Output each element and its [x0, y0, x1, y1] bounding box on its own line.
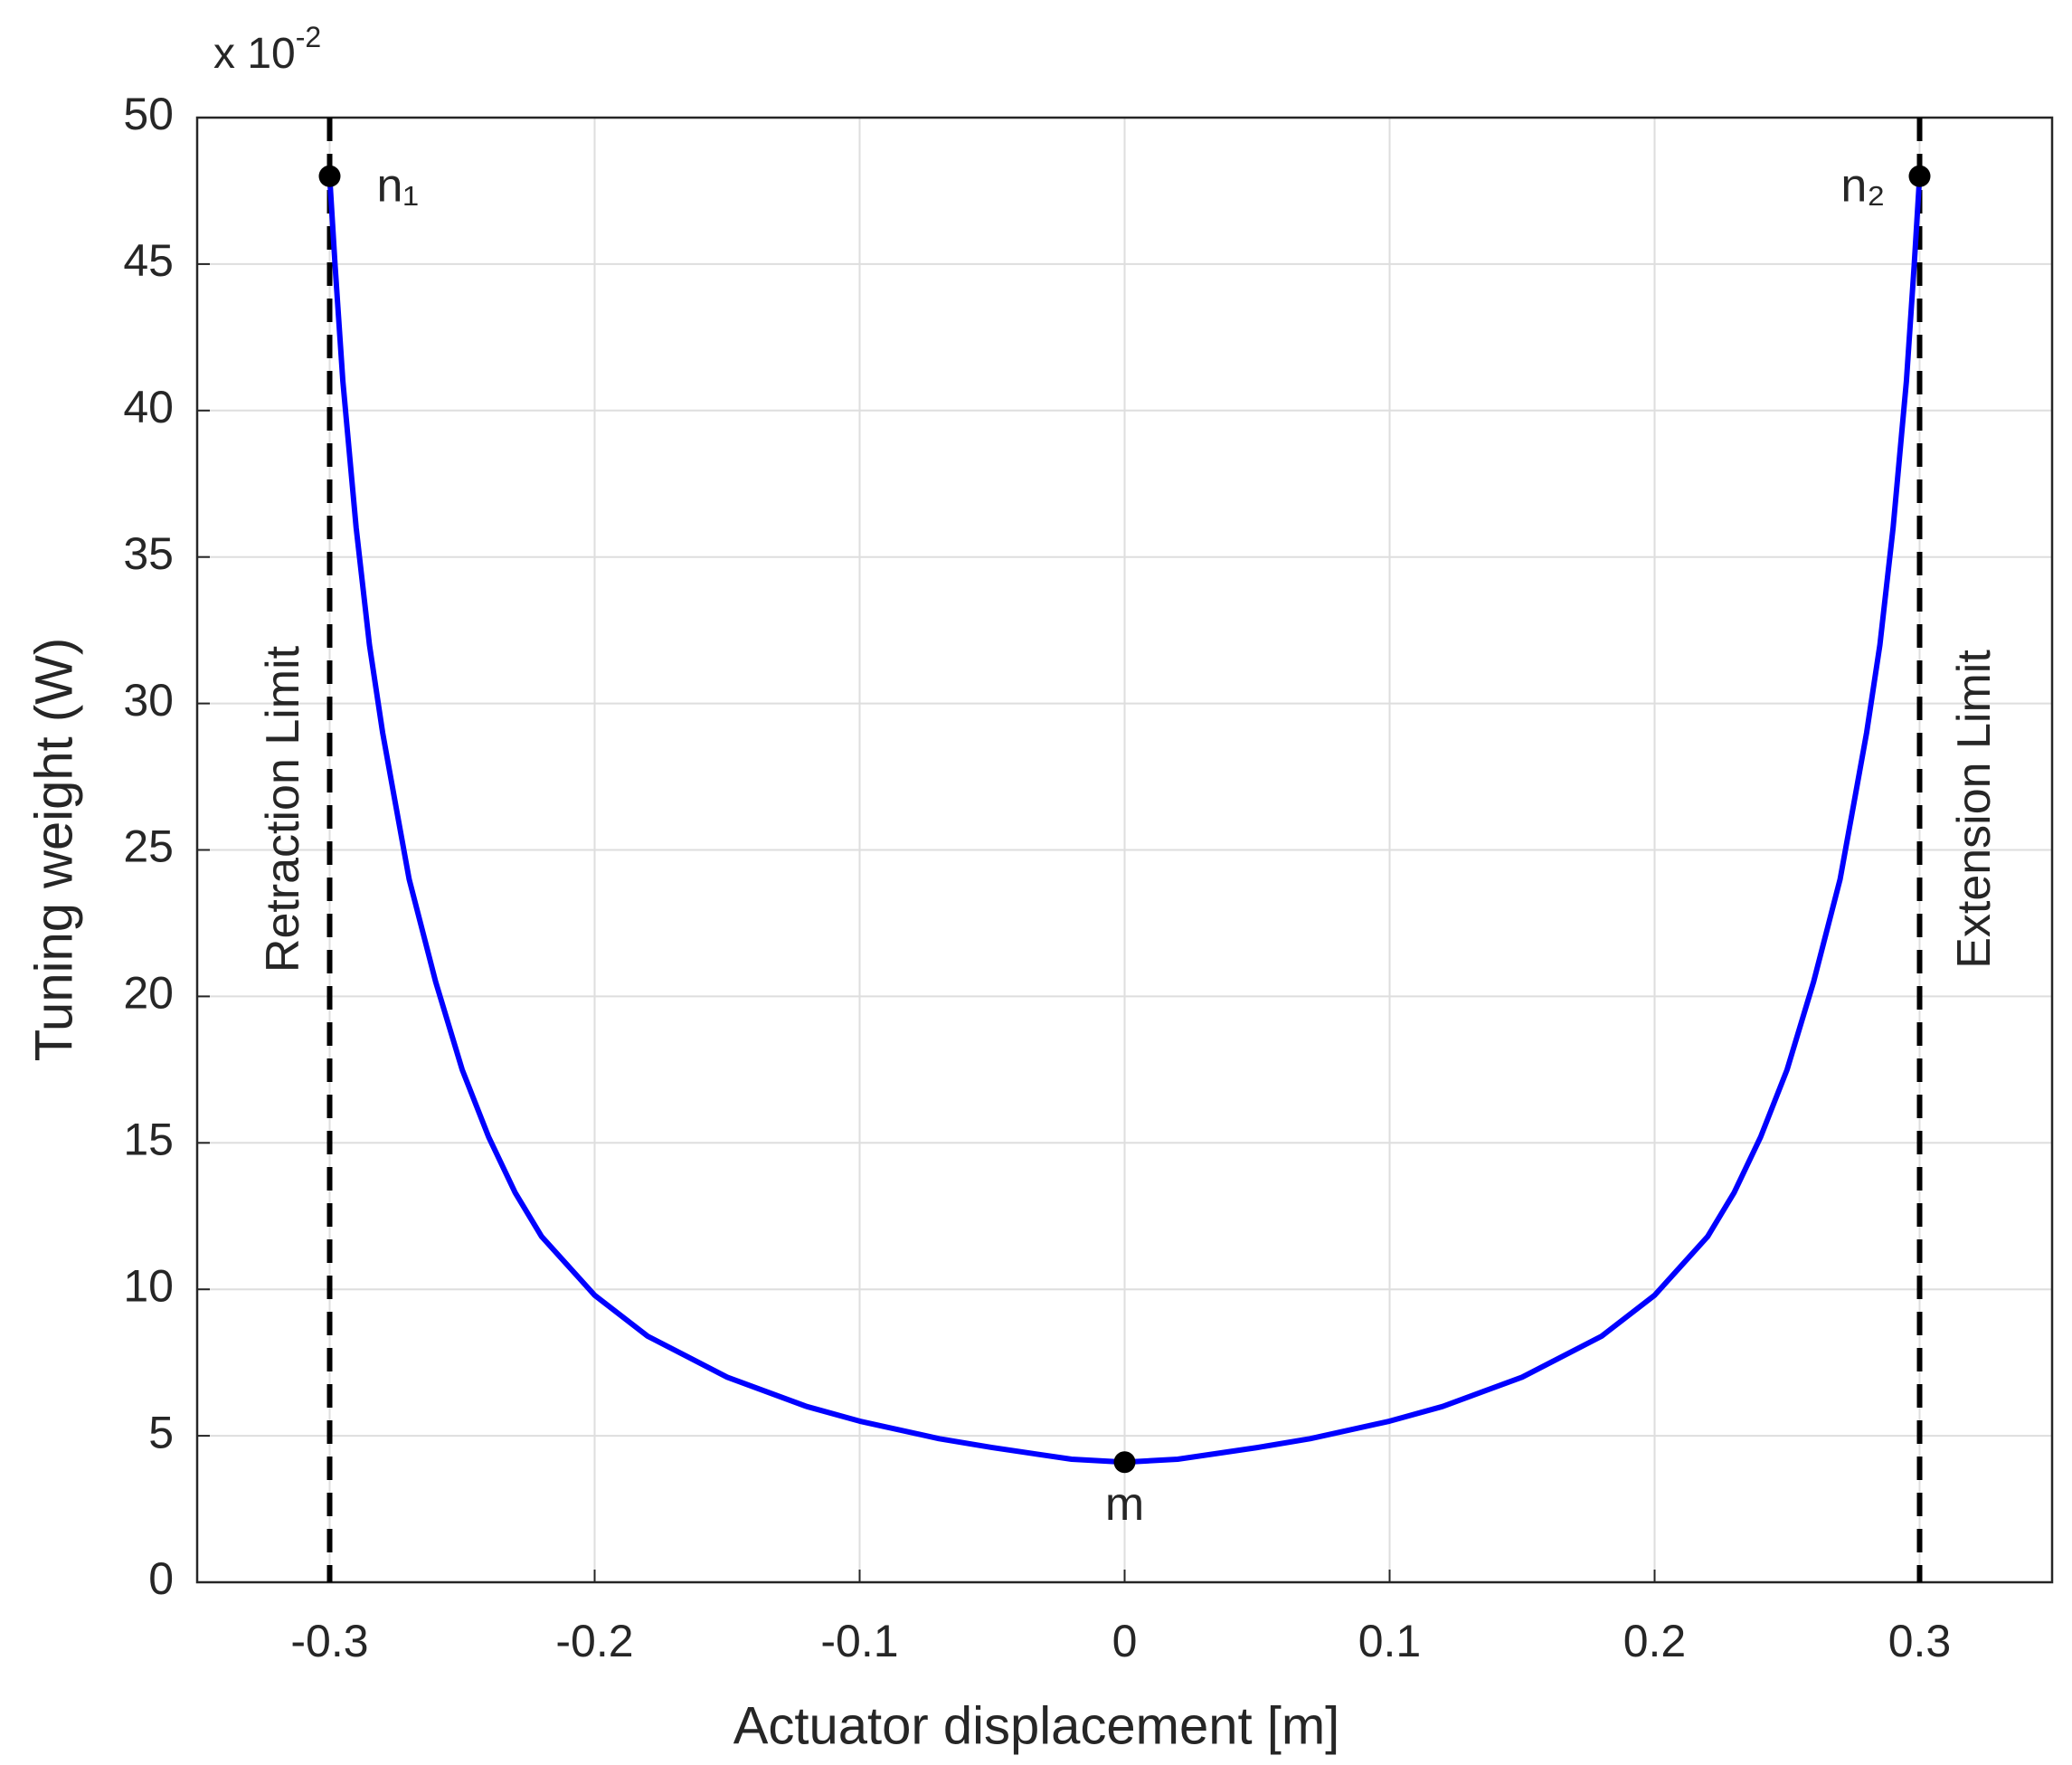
point-label: n₁ — [377, 159, 419, 212]
y-axis-label: Tuning weight (W) — [24, 638, 83, 1061]
limit-label: Extension Limit — [1948, 650, 2001, 969]
y-tick-label: 50 — [123, 89, 174, 139]
limit-label: Retraction Limit — [257, 645, 309, 973]
x-tick-label: 0.3 — [1888, 1616, 1952, 1666]
multiplier-base: x 10 — [213, 30, 296, 78]
multiplier-exponent: -2 — [296, 21, 321, 53]
y-tick-label: 40 — [123, 382, 174, 432]
point — [1113, 1451, 1136, 1474]
point-label: n₂ — [1840, 159, 1885, 212]
point — [318, 165, 341, 187]
axis-multiplier: x 10-2 — [213, 21, 321, 77]
x-tick-label: 0.2 — [1623, 1616, 1687, 1666]
x-tick-label: -0.3 — [290, 1616, 368, 1666]
x-tick-label: 0 — [1112, 1616, 1138, 1666]
y-tick-label: 30 — [123, 675, 174, 726]
x-axis-label: Actuator displacement [m] — [733, 1696, 1340, 1755]
y-tick-label: 0 — [148, 1553, 174, 1604]
y-tick-label: 10 — [123, 1260, 174, 1311]
y-tick-label: 15 — [123, 1115, 174, 1165]
y-tick-label: 35 — [123, 528, 174, 579]
x-tick-label: 0.1 — [1358, 1616, 1422, 1666]
plot-frame — [195, 116, 2054, 1584]
y-tick-label: 20 — [123, 968, 174, 1019]
y-tick-label: 5 — [148, 1407, 174, 1457]
x-tick-label: -0.2 — [555, 1616, 633, 1666]
point-label: m — [1105, 1478, 1144, 1531]
x-tick-label: -0.1 — [820, 1616, 898, 1666]
point — [1908, 165, 1931, 187]
y-tick-label: 45 — [123, 235, 174, 286]
y-tick-label: 25 — [123, 821, 174, 872]
